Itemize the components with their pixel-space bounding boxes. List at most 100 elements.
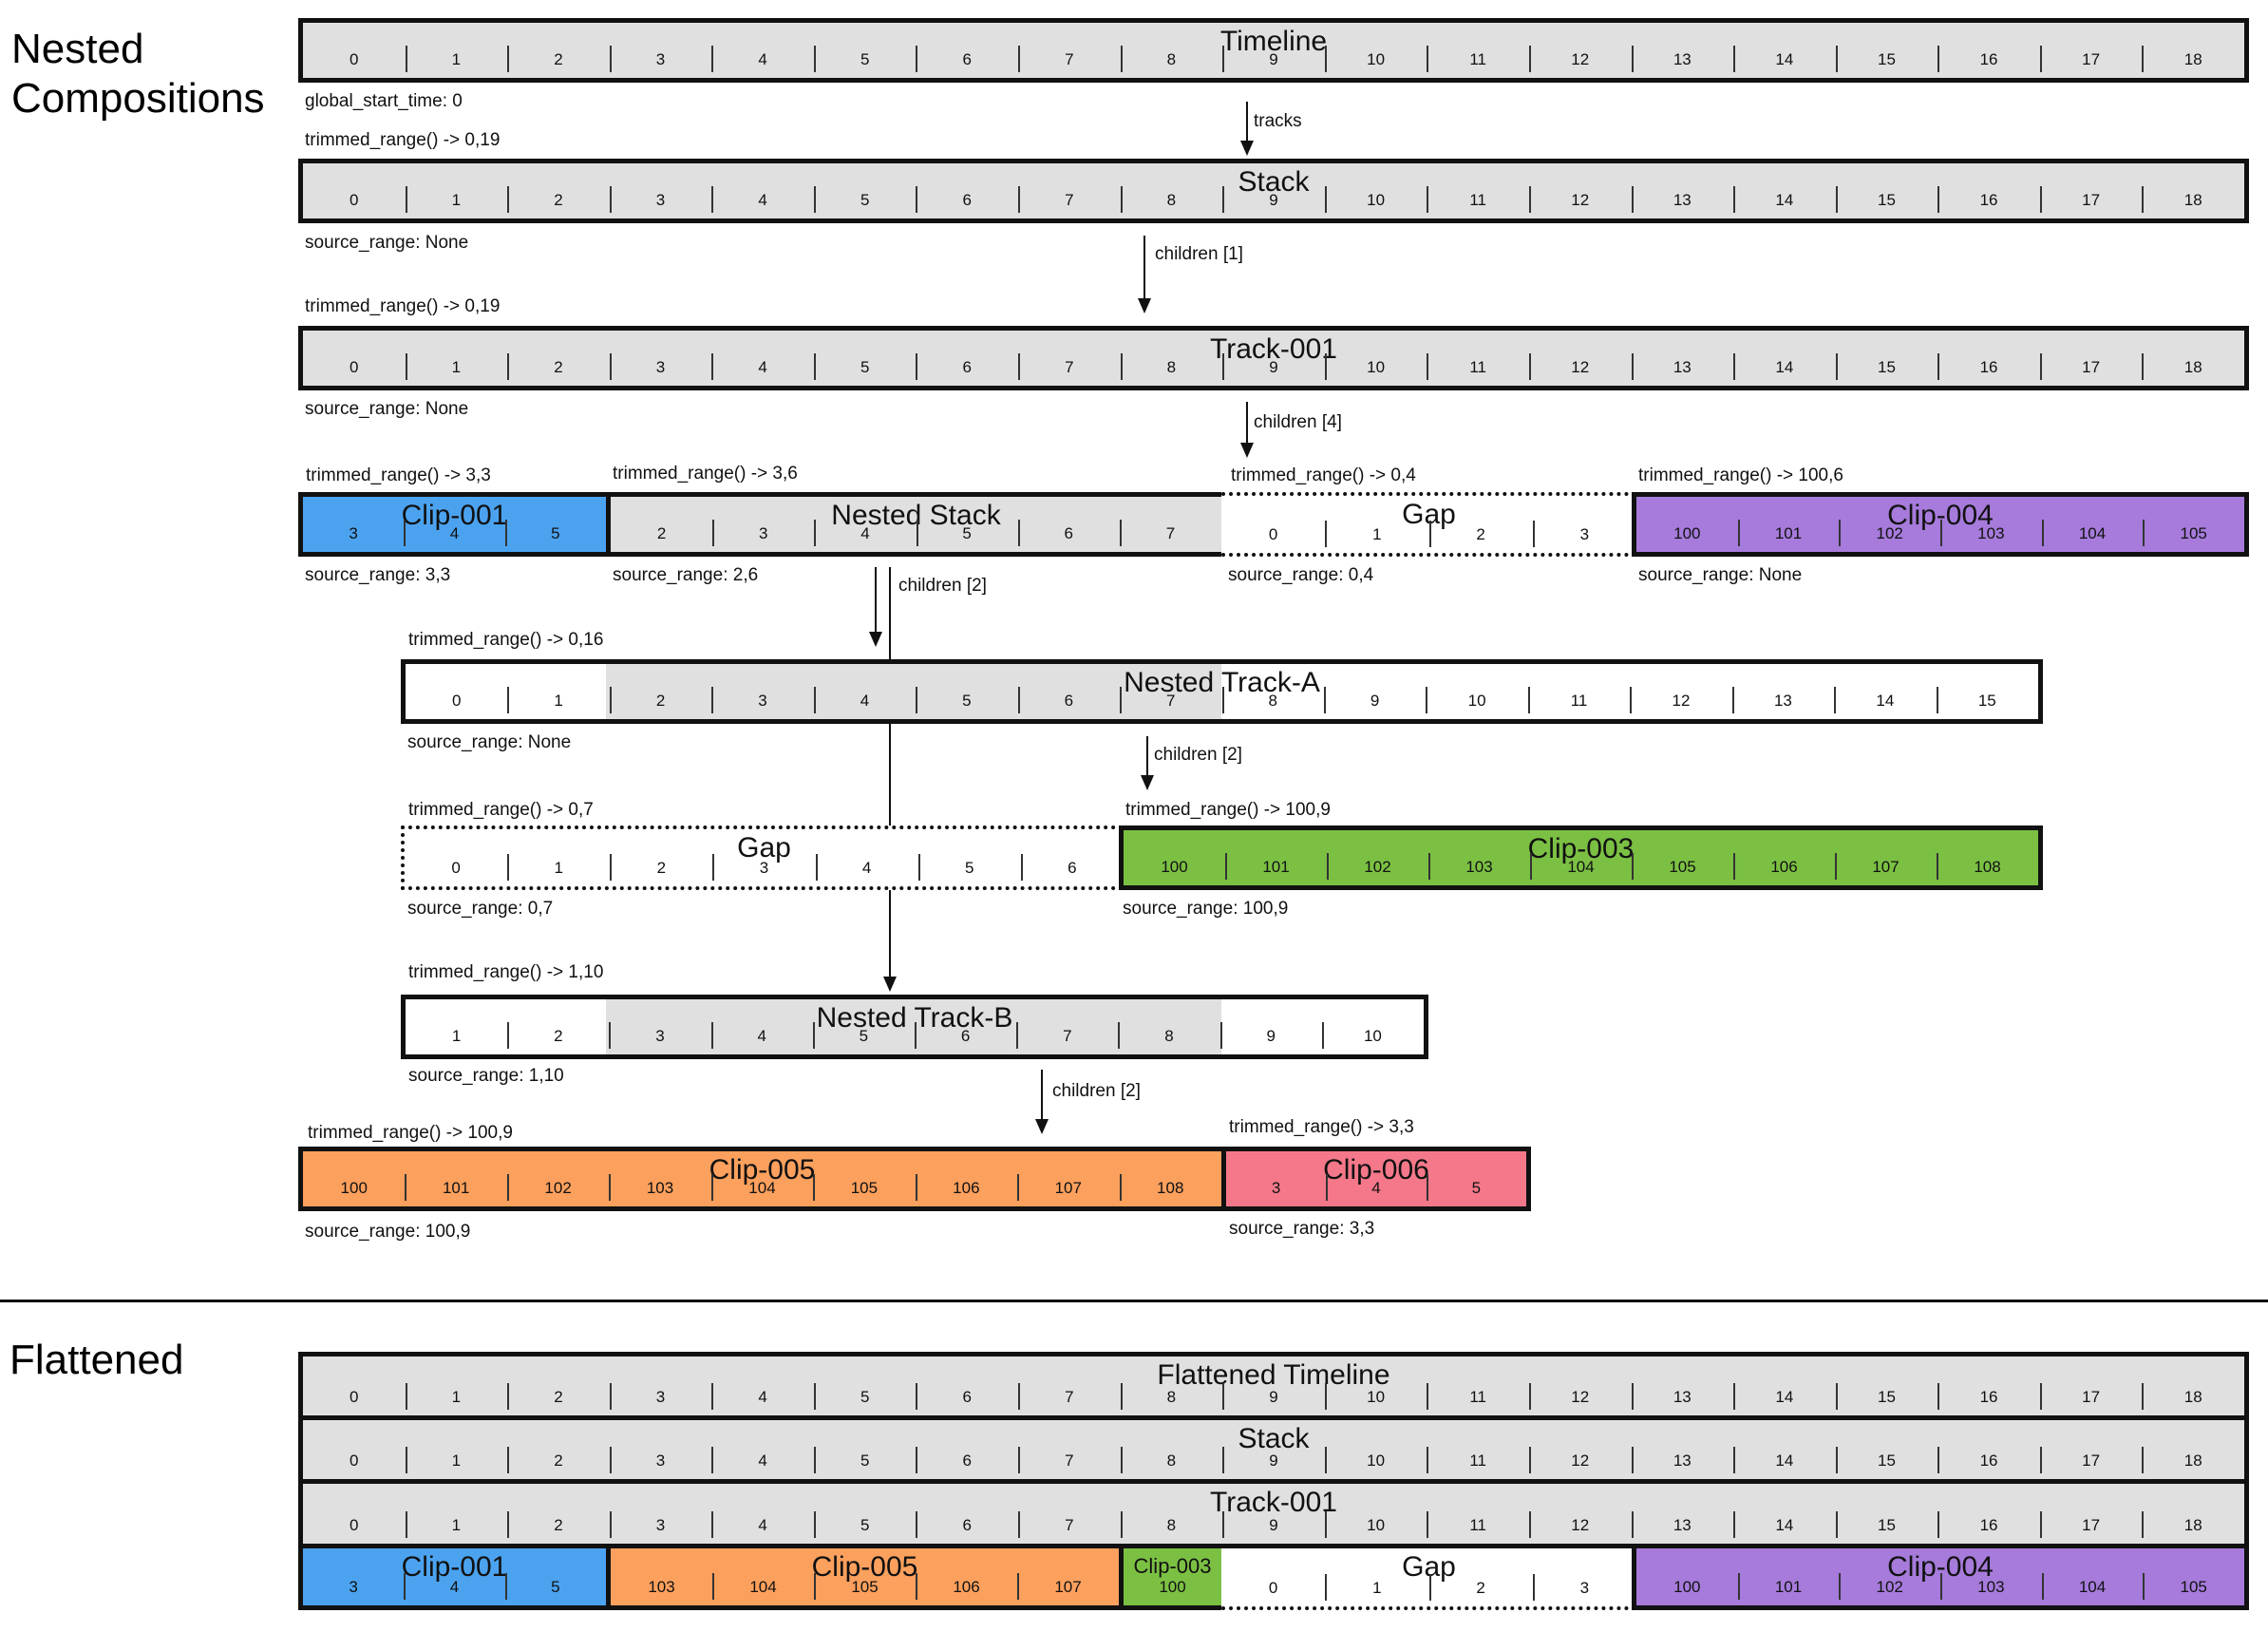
tick-label: 11 — [1527, 687, 1630, 719]
flattened-clip-005-box[interactable]: Clip-005 103 104 105 106 107 — [606, 1544, 1124, 1610]
tick-label: 14 — [1733, 1511, 1836, 1544]
tick-label: 0 — [1268, 1579, 1278, 1597]
flattened-clip-003-box[interactable]: Clip-003 100 — [1119, 1544, 1226, 1610]
arrow-label-track-children: children [4] — [1254, 412, 1342, 432]
tick-label: 3 — [609, 1383, 712, 1415]
tick-label: 7 — [1119, 520, 1221, 552]
tick-label: 8 — [1120, 1447, 1223, 1479]
track-001-box[interactable]: Track-001 0 1 2 3 4 5 6 7 8 9 10 11 12 13 14 15 16 17 18 — [298, 326, 2249, 390]
tick-label: 14 — [1733, 186, 1836, 218]
clip-005-trimmed-range: trimmed_range() -> 100,9 — [308, 1123, 513, 1143]
clip-004-ruler: 100 101 102 103 104 105 — [1636, 520, 2244, 552]
flattened-clip-001-name: Clip-001 — [401, 1551, 508, 1583]
tick-label: 18 — [2142, 353, 2244, 386]
tick-label: 8 — [1118, 1022, 1219, 1054]
nested-track-a-box[interactable]: Nested Track-A 0 1 2 3 4 5 6 7 8 9 10 11 12 13 14 15 — [401, 659, 2043, 724]
clip-005-box[interactable]: Clip-005 100 101 102 103 104 105 106 107 108 — [298, 1147, 1226, 1211]
tick-label: 105 — [2143, 1573, 2244, 1605]
tick-label: 1 — [1325, 1574, 1428, 1606]
stack-box[interactable]: Stack 0 1 2 3 4 5 6 7 8 9 10 11 12 13 14 15 16 17 18 — [298, 159, 2249, 223]
tick-label: 5 — [916, 687, 1017, 719]
tick-label: 5 — [916, 520, 1018, 552]
tick-label: 100 — [1673, 524, 1701, 542]
arrow-down-icon — [1240, 102, 1254, 156]
clip-003-trimmed-range: trimmed_range() -> 100,9 — [1125, 800, 1331, 820]
timeline-box[interactable]: Timeline 0 1 2 3 4 5 6 7 8 9 10 11 12 13 14 15 16 17 18 — [298, 18, 2249, 83]
tick-label: 15 — [1835, 1447, 1938, 1479]
tick-label: 101 — [1225, 853, 1327, 885]
section-title-line: Nested — [11, 26, 144, 72]
tick-label: 1 — [405, 186, 508, 218]
tick-label: 2 — [1428, 1574, 1533, 1606]
nested-track-b-name: Nested Track-B — [816, 1002, 1013, 1034]
clip-006-trimmed-range: trimmed_range() -> 3,3 — [1229, 1117, 1414, 1137]
tick-label: 107 — [1017, 1174, 1119, 1206]
tick-label: 17 — [2039, 1511, 2143, 1544]
flattened-timeline-box[interactable]: Flattened Timeline 0 1 2 3 4 5 6 7 8 9 10 11 12 13 14 1… — [298, 1352, 2249, 1420]
tick-label: 103 — [1940, 520, 2042, 552]
tick-label: 4 — [711, 46, 814, 78]
tick-label: 106 — [915, 1174, 1017, 1206]
tick-label: 7 — [1018, 186, 1121, 218]
tick-label: 8 — [1120, 186, 1223, 218]
stack-trimmed-range: trimmed_range() -> 0,19 — [305, 130, 501, 150]
nested-track-a-trimmed-range: trimmed_range() -> 0,16 — [408, 630, 604, 650]
tick-label: 5 — [813, 1511, 917, 1544]
flattened-stack-box[interactable]: Stack 0 1 2 3 4 5 6 7 8 9 10 11 12 13 14 15 16 17 18 — [298, 1415, 2249, 1484]
tick-label: 0 — [350, 50, 359, 68]
tick-label: 107 — [1017, 1573, 1119, 1605]
tick-label: 1 — [405, 1447, 508, 1479]
tick-label: 3 — [609, 46, 712, 78]
tick-label: 106 — [1733, 853, 1835, 885]
flattened-stack-ruler: 0 1 2 3 4 5 6 7 8 9 10 11 12 13 14 15 16 17 18 — [303, 1447, 2244, 1479]
nested-track-b-box[interactable]: Nested Track-B 1 2 3 4 5 6 7 8 9 10 — [401, 995, 1428, 1059]
nested-stack-name: Nested Stack — [831, 500, 1001, 531]
tick-label: 3 — [1532, 521, 1636, 553]
nested-track-b-source-range: source_range: 1,10 — [408, 1066, 564, 1086]
tick-label: 15 — [1835, 46, 1938, 78]
tick-label: 3 — [1271, 1179, 1281, 1197]
flattened-clip-004-box[interactable]: Clip-004 100 101 102 103 104 105 — [1632, 1544, 2249, 1610]
flattened-clip-003-ruler: 100 — [1124, 1573, 1221, 1605]
tick-label: 6 — [916, 1447, 1018, 1479]
flattened-track-box[interactable]: Track-001 0 1 2 3 4 5 6 7 8 9 10 11 12 13 14 15 16 17 18 — [298, 1479, 2249, 1548]
tick-label: 15 — [1835, 353, 1938, 386]
tick-label: 1 — [451, 1027, 462, 1045]
tick-label: 4 — [711, 353, 814, 386]
tick-label: 9 — [1222, 186, 1325, 218]
tick-label: 1 — [405, 1511, 508, 1544]
tick-label: 13 — [1631, 353, 1734, 386]
tick-label: 2 — [609, 687, 711, 719]
clip-006-source-range: source_range: 3,3 — [1229, 1219, 1375, 1239]
tick-label: 1 — [405, 353, 508, 386]
tick-label: 14 — [1733, 353, 1836, 386]
tick-label: 18 — [2142, 46, 2244, 78]
tick-label: 105 — [1632, 853, 1733, 885]
clip-004-box[interactable]: Clip-004 100 101 102 103 104 105 — [1632, 492, 2249, 557]
flattened-clip-003-name: Clip-003 — [1133, 1554, 1212, 1578]
track-a-gap-name: Gap — [737, 832, 791, 863]
tick-label: 5 — [813, 1447, 917, 1479]
tick-label: 102 — [1839, 1573, 1940, 1605]
clip-003-source-range: source_range: 100,9 — [1123, 899, 1289, 919]
tick-label: 2 — [507, 353, 610, 386]
tick-label: 9 — [1222, 1383, 1325, 1415]
flattened-track-ruler: 0 1 2 3 4 5 6 7 8 9 10 11 12 13 14 15 16 17 18 — [303, 1511, 2244, 1544]
tick-label: 11 — [1427, 353, 1529, 386]
tick-label: 17 — [2039, 46, 2143, 78]
tick-label: 12 — [1528, 46, 1632, 78]
stack-source-range: source_range: None — [305, 233, 469, 253]
tick-label: 4 — [813, 687, 916, 719]
nested-stack-source-range: source_range: 2,6 — [613, 565, 759, 585]
clip-003-box[interactable]: Clip-003 100 101 102 103 104 105 106 107 108 — [1119, 825, 2043, 890]
flattened-clip-004-ruler: 100 101 102 103 104 105 — [1636, 1573, 2244, 1605]
